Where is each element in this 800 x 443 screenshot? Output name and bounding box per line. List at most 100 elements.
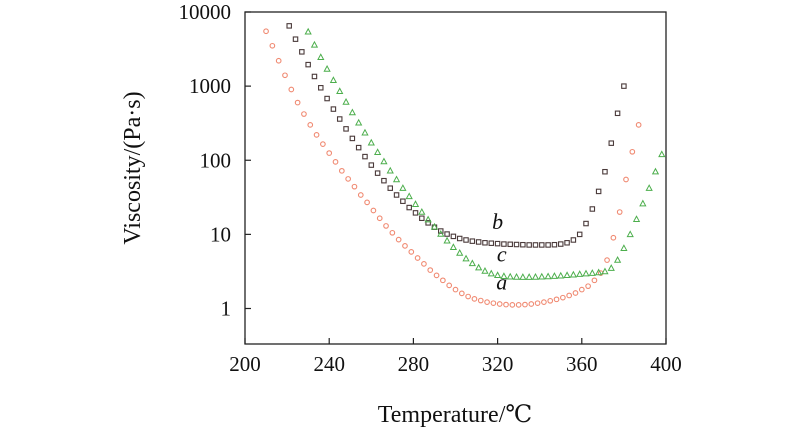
data-point: [425, 220, 431, 226]
data-point: [438, 228, 444, 234]
data-point: [469, 238, 476, 244]
data-point: [421, 261, 427, 267]
data-point: [465, 293, 471, 300]
data-point: [414, 255, 421, 261]
data-point: [456, 248, 464, 256]
data-point: [450, 233, 457, 240]
data-point: [553, 296, 560, 303]
data-point: [301, 111, 307, 117]
data-point: [538, 272, 546, 280]
data-point: [324, 95, 330, 102]
data-point: [424, 215, 432, 223]
data-point: [443, 236, 451, 244]
data-point: [572, 290, 579, 296]
data-point: [632, 215, 641, 222]
data-point: [355, 118, 363, 126]
data-point: [440, 277, 446, 284]
data-point: [651, 167, 660, 175]
data-point: [329, 76, 338, 83]
data-point: [608, 140, 615, 146]
series-c: [304, 27, 666, 280]
data-point: [550, 272, 559, 279]
data-point: [412, 210, 419, 216]
data-point: [557, 241, 564, 247]
data-point: [463, 237, 469, 243]
data-point: [528, 301, 535, 307]
data-point: [595, 188, 602, 195]
data-point: [402, 243, 408, 249]
data-point: [348, 108, 356, 116]
data-point: [635, 122, 642, 128]
data-point: [569, 270, 578, 278]
data-point: [566, 292, 573, 299]
data-point: [534, 300, 541, 307]
data-point: [357, 192, 364, 198]
x-tick-label: 240: [313, 352, 345, 376]
data-point: [595, 268, 603, 276]
plot-frame: [244, 11, 667, 345]
data-point: [496, 301, 503, 307]
data-point: [520, 241, 526, 248]
data-point: [338, 167, 345, 174]
data-point: [639, 199, 647, 207]
y-axis-title: Viscosity/(Pa·s): [120, 91, 146, 244]
data-point: [482, 240, 488, 246]
data-point: [373, 148, 382, 156]
data-point: [336, 116, 343, 122]
data-point: [351, 183, 358, 190]
data-point: [444, 231, 450, 237]
data-point: [323, 64, 331, 72]
data-point: [576, 231, 583, 238]
data-point: [332, 159, 339, 165]
data-point: [299, 49, 305, 55]
data-point: [513, 241, 520, 248]
series-layer: [263, 23, 666, 308]
data-point: [471, 295, 478, 302]
data-point: [452, 286, 459, 293]
data-point: [515, 302, 522, 308]
y-tick-label: 10: [210, 222, 231, 246]
data-point: [392, 175, 401, 183]
data-point: [551, 241, 558, 248]
data-point: [383, 223, 389, 229]
data-point: [408, 249, 415, 255]
curve-label-a: a: [496, 270, 507, 295]
data-point: [405, 192, 413, 200]
data-point: [582, 269, 590, 277]
data-point: [503, 301, 509, 308]
data-point: [526, 242, 532, 248]
curve-label-c: c: [497, 242, 507, 267]
data-point: [620, 244, 628, 251]
data-point: [343, 126, 349, 132]
data-point: [604, 257, 610, 263]
data-point: [310, 40, 319, 48]
x-tick-label: 360: [566, 352, 598, 376]
data-point: [621, 83, 627, 89]
data-point: [317, 53, 325, 60]
data-point: [446, 282, 453, 289]
data-point: [500, 272, 508, 279]
data-point: [623, 176, 629, 183]
data-point: [430, 222, 439, 230]
data-point: [570, 237, 577, 243]
data-point: [544, 272, 552, 280]
data-point: [578, 286, 585, 293]
data-point: [263, 28, 269, 35]
data-point: [560, 294, 566, 301]
data-point: [376, 215, 383, 222]
data-point: [602, 168, 608, 175]
data-point: [507, 241, 513, 248]
data-point: [449, 243, 458, 250]
data-point: [355, 144, 362, 151]
data-point: [541, 299, 547, 305]
data-point: [564, 240, 570, 246]
data-point: [585, 283, 591, 290]
y-tick-label: 1000: [189, 74, 231, 98]
data-point: [481, 267, 489, 274]
data-point: [563, 271, 571, 279]
x-tick-label: 400: [650, 352, 682, 376]
data-point: [393, 192, 400, 198]
data-point: [342, 97, 350, 105]
data-point: [487, 269, 495, 277]
